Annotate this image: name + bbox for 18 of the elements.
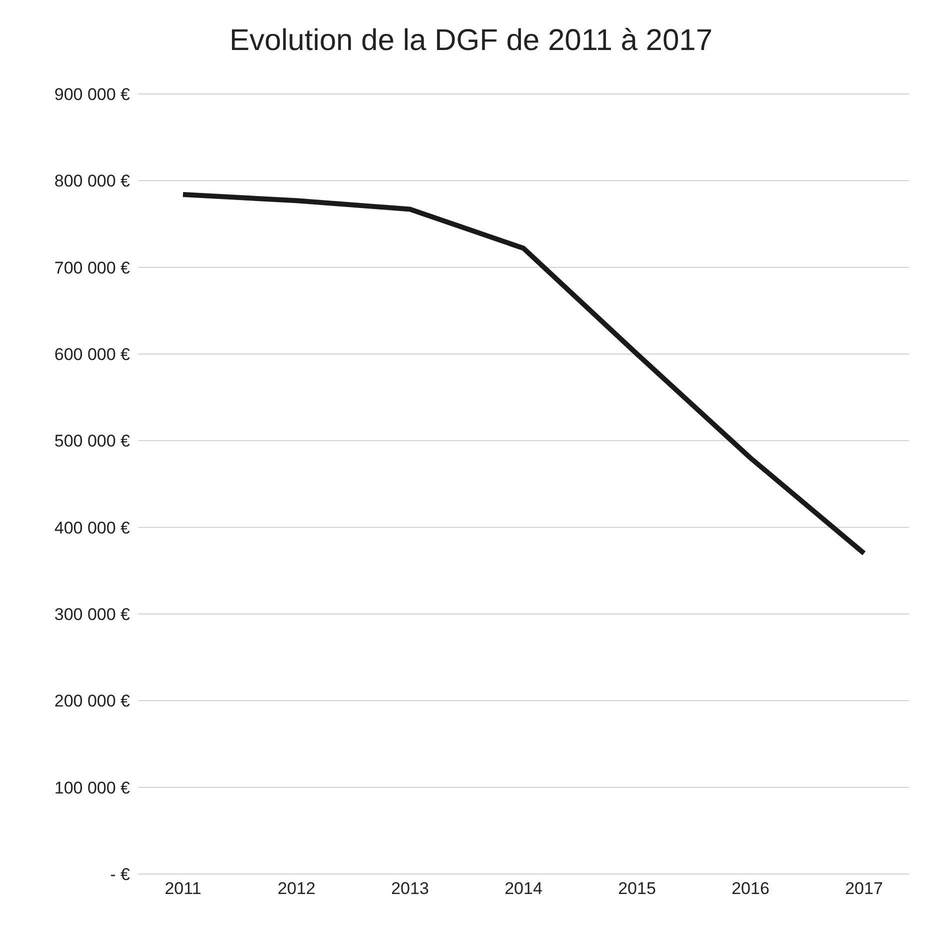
x-tick-label: 2012: [278, 879, 316, 898]
chart-title: Evolution de la DGF de 2011 à 2017: [228, 23, 714, 59]
y-tick-label: 900 000 €: [54, 85, 131, 104]
y-tick-label: 100 000 €: [54, 778, 131, 798]
y-tick-label: 500 000 €: [54, 432, 131, 451]
x-tick-label: 2015: [618, 879, 656, 898]
y-tick-label: 400 000 €: [54, 518, 131, 538]
x-tick-label: 2016: [732, 879, 770, 898]
x-tick-label: 2011: [164, 879, 202, 898]
y-tick-label: 300 000 €: [54, 605, 131, 624]
x-tick-label: 2013: [391, 879, 429, 898]
y-tick-label: - €: [110, 865, 131, 884]
y-tick-label: 800 000 €: [54, 172, 131, 191]
y-tick-label: 700 000 €: [54, 258, 131, 278]
y-tick-label: 600 000 €: [54, 345, 131, 364]
x-tick-label: 2014: [504, 879, 542, 898]
x-tick-label: 2017: [845, 879, 883, 898]
y-tick-label: 200 000 €: [54, 692, 131, 711]
